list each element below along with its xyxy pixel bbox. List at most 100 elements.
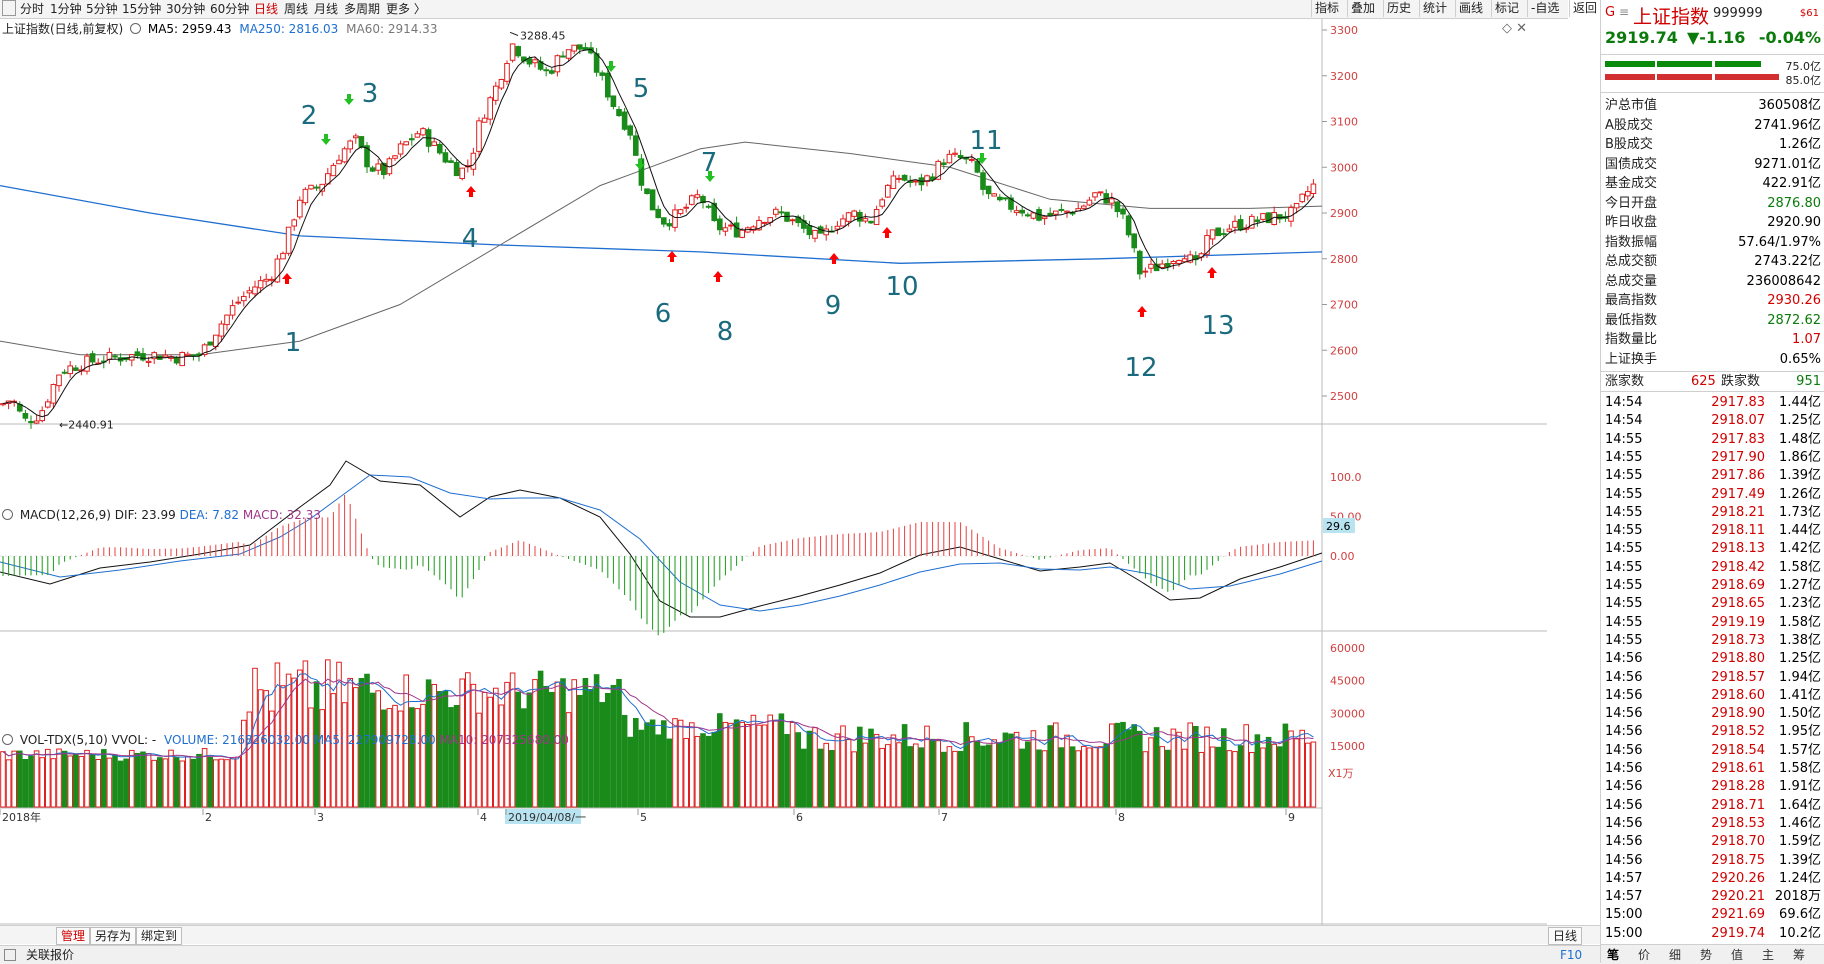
tab-bind-to[interactable]: 绑定到 — [136, 927, 183, 945]
volume-bar — [907, 746, 914, 808]
tick-time: 14:55 — [1605, 504, 1643, 520]
volume-bar — [1069, 746, 1076, 808]
wave-label: 5 — [633, 74, 650, 104]
detail-tab[interactable]: 势 — [1700, 948, 1713, 962]
candle-body — [1064, 210, 1070, 213]
detail-tab[interactable]: 筹 — [1793, 948, 1806, 962]
draw-button[interactable]: 画线 — [1455, 0, 1486, 17]
indicator-button[interactable]: 指标 — [1311, 0, 1342, 17]
volume-bar — [381, 709, 387, 808]
period-daily[interactable]: 日线 — [254, 2, 279, 16]
volume-bar — [235, 756, 241, 808]
back-button[interactable]: 返回 — [1569, 0, 1602, 17]
stat-label: B股成交 — [1605, 137, 1653, 152]
volume-bar — [308, 707, 314, 808]
vol-axis-label: 30000 — [1330, 707, 1365, 720]
tick-row: 14:55 2918.11 1.44亿 — [1605, 522, 1821, 540]
date-axis-label: 9 — [1288, 811, 1295, 824]
candle-body — [291, 219, 297, 227]
volume-bar — [353, 687, 359, 808]
candle-body — [1226, 228, 1233, 232]
volume-bar — [845, 739, 852, 808]
tick-price: 2918.73 — [1711, 632, 1765, 648]
detail-tab[interactable]: 价 — [1638, 948, 1651, 962]
watchlist-button[interactable]: -自选 — [1527, 0, 1562, 17]
history-button[interactable]: 历史 — [1383, 0, 1414, 17]
volume-bar — [829, 750, 835, 808]
candle-body — [442, 152, 449, 163]
candle-body — [73, 367, 79, 371]
detail-tab[interactable]: 值 — [1731, 948, 1744, 962]
detail-tab[interactable]: 主 — [1762, 948, 1775, 962]
period-fenshi[interactable]: 分时 — [20, 2, 45, 16]
period-1min[interactable]: 1分钟 — [50, 2, 82, 16]
wave-label: 2 — [301, 101, 318, 131]
volume-bar — [476, 712, 482, 808]
volume-bar — [0, 751, 6, 808]
volume-bar — [1120, 721, 1126, 808]
macd-settings-icon[interactable] — [2, 509, 13, 520]
stat-label: 指数量比 — [1605, 332, 1658, 347]
candle-body — [1310, 183, 1317, 195]
volume-bar — [487, 696, 493, 808]
volume-bar — [666, 738, 673, 808]
candle-body — [274, 258, 281, 283]
vol-settings-icon[interactable] — [2, 734, 13, 745]
panel-toggle-icon[interactable] — [2, 0, 16, 16]
menu-icon[interactable]: ≡ — [1619, 5, 1630, 19]
stat-value: 57.64/1.97% — [1738, 234, 1821, 250]
tab-manage[interactable]: 管理 — [56, 927, 91, 945]
candle-body — [1277, 214, 1283, 220]
ma250-polyline — [0, 184, 1323, 264]
price-axis-label: 2700 — [1330, 299, 1358, 312]
tick-row: 14:55 2918.69 1.27亿 — [1605, 577, 1821, 595]
tick-volume: 1.46亿 — [1779, 815, 1821, 831]
period-60min[interactable]: 60分钟 — [210, 2, 250, 16]
volume-bar — [1310, 741, 1317, 808]
period-more[interactable]: 更多 〉 — [386, 2, 426, 16]
candle-body — [89, 353, 96, 363]
period-30min[interactable]: 30分钟 — [166, 2, 206, 16]
candle-body — [1260, 213, 1266, 220]
mark-button[interactable]: 标记 — [1491, 0, 1522, 17]
candle-body — [173, 357, 180, 364]
stat-row: 昨日收盘 2920.90 — [1605, 213, 1821, 232]
candle-body — [1019, 209, 1026, 214]
stats-button[interactable]: 统计 — [1419, 0, 1450, 17]
tick-time: 14:55 — [1605, 559, 1643, 575]
candle-body — [649, 189, 656, 211]
candle-body — [851, 210, 858, 217]
tick-price: 2918.11 — [1711, 523, 1765, 539]
date-axis-label: 2019/04/08/一 — [508, 811, 586, 824]
tab-save-as[interactable]: 另存为 — [90, 927, 137, 945]
tick-volume: 1.73亿 — [1779, 504, 1821, 520]
f10-button[interactable]: F10 — [1560, 948, 1583, 962]
date-axis-label: 7 — [941, 811, 948, 824]
macd-dif: DIF: 23.99 — [114, 508, 176, 522]
quote-toggle-icon[interactable] — [4, 949, 16, 961]
candle-body — [565, 49, 572, 59]
detail-tab[interactable]: 笔 — [1607, 948, 1620, 962]
settings-icon[interactable] — [130, 23, 142, 34]
volume-bar — [778, 713, 785, 808]
tick-price: 2917.90 — [1711, 449, 1765, 465]
period-weekly[interactable]: 周线 — [284, 2, 309, 16]
period-monthly[interactable]: 月线 — [314, 2, 339, 16]
candle-body — [593, 53, 600, 73]
related-quote-label[interactable]: 关联报价 — [26, 948, 75, 962]
tick-time: 14:56 — [1605, 687, 1643, 703]
period-5min[interactable]: 5分钟 — [86, 2, 118, 16]
volume-bar — [969, 736, 975, 808]
tick-time: 14:56 — [1605, 815, 1643, 831]
detail-tab[interactable]: 细 — [1669, 948, 1682, 962]
period-15min[interactable]: 15分钟 — [122, 2, 162, 16]
volume-bar — [857, 726, 863, 808]
tick-volume: 1.38亿 — [1779, 632, 1821, 648]
chart-settings-icons[interactable]: ◇ ✕ — [1502, 21, 1528, 36]
overlay-button[interactable]: 叠加 — [1347, 0, 1378, 17]
tick-volume: 69.6亿 — [1779, 907, 1821, 923]
tab-daily[interactable]: 日线 — [1548, 927, 1583, 945]
candle-body — [885, 184, 891, 198]
period-multi[interactable]: 多周期 — [344, 2, 381, 16]
